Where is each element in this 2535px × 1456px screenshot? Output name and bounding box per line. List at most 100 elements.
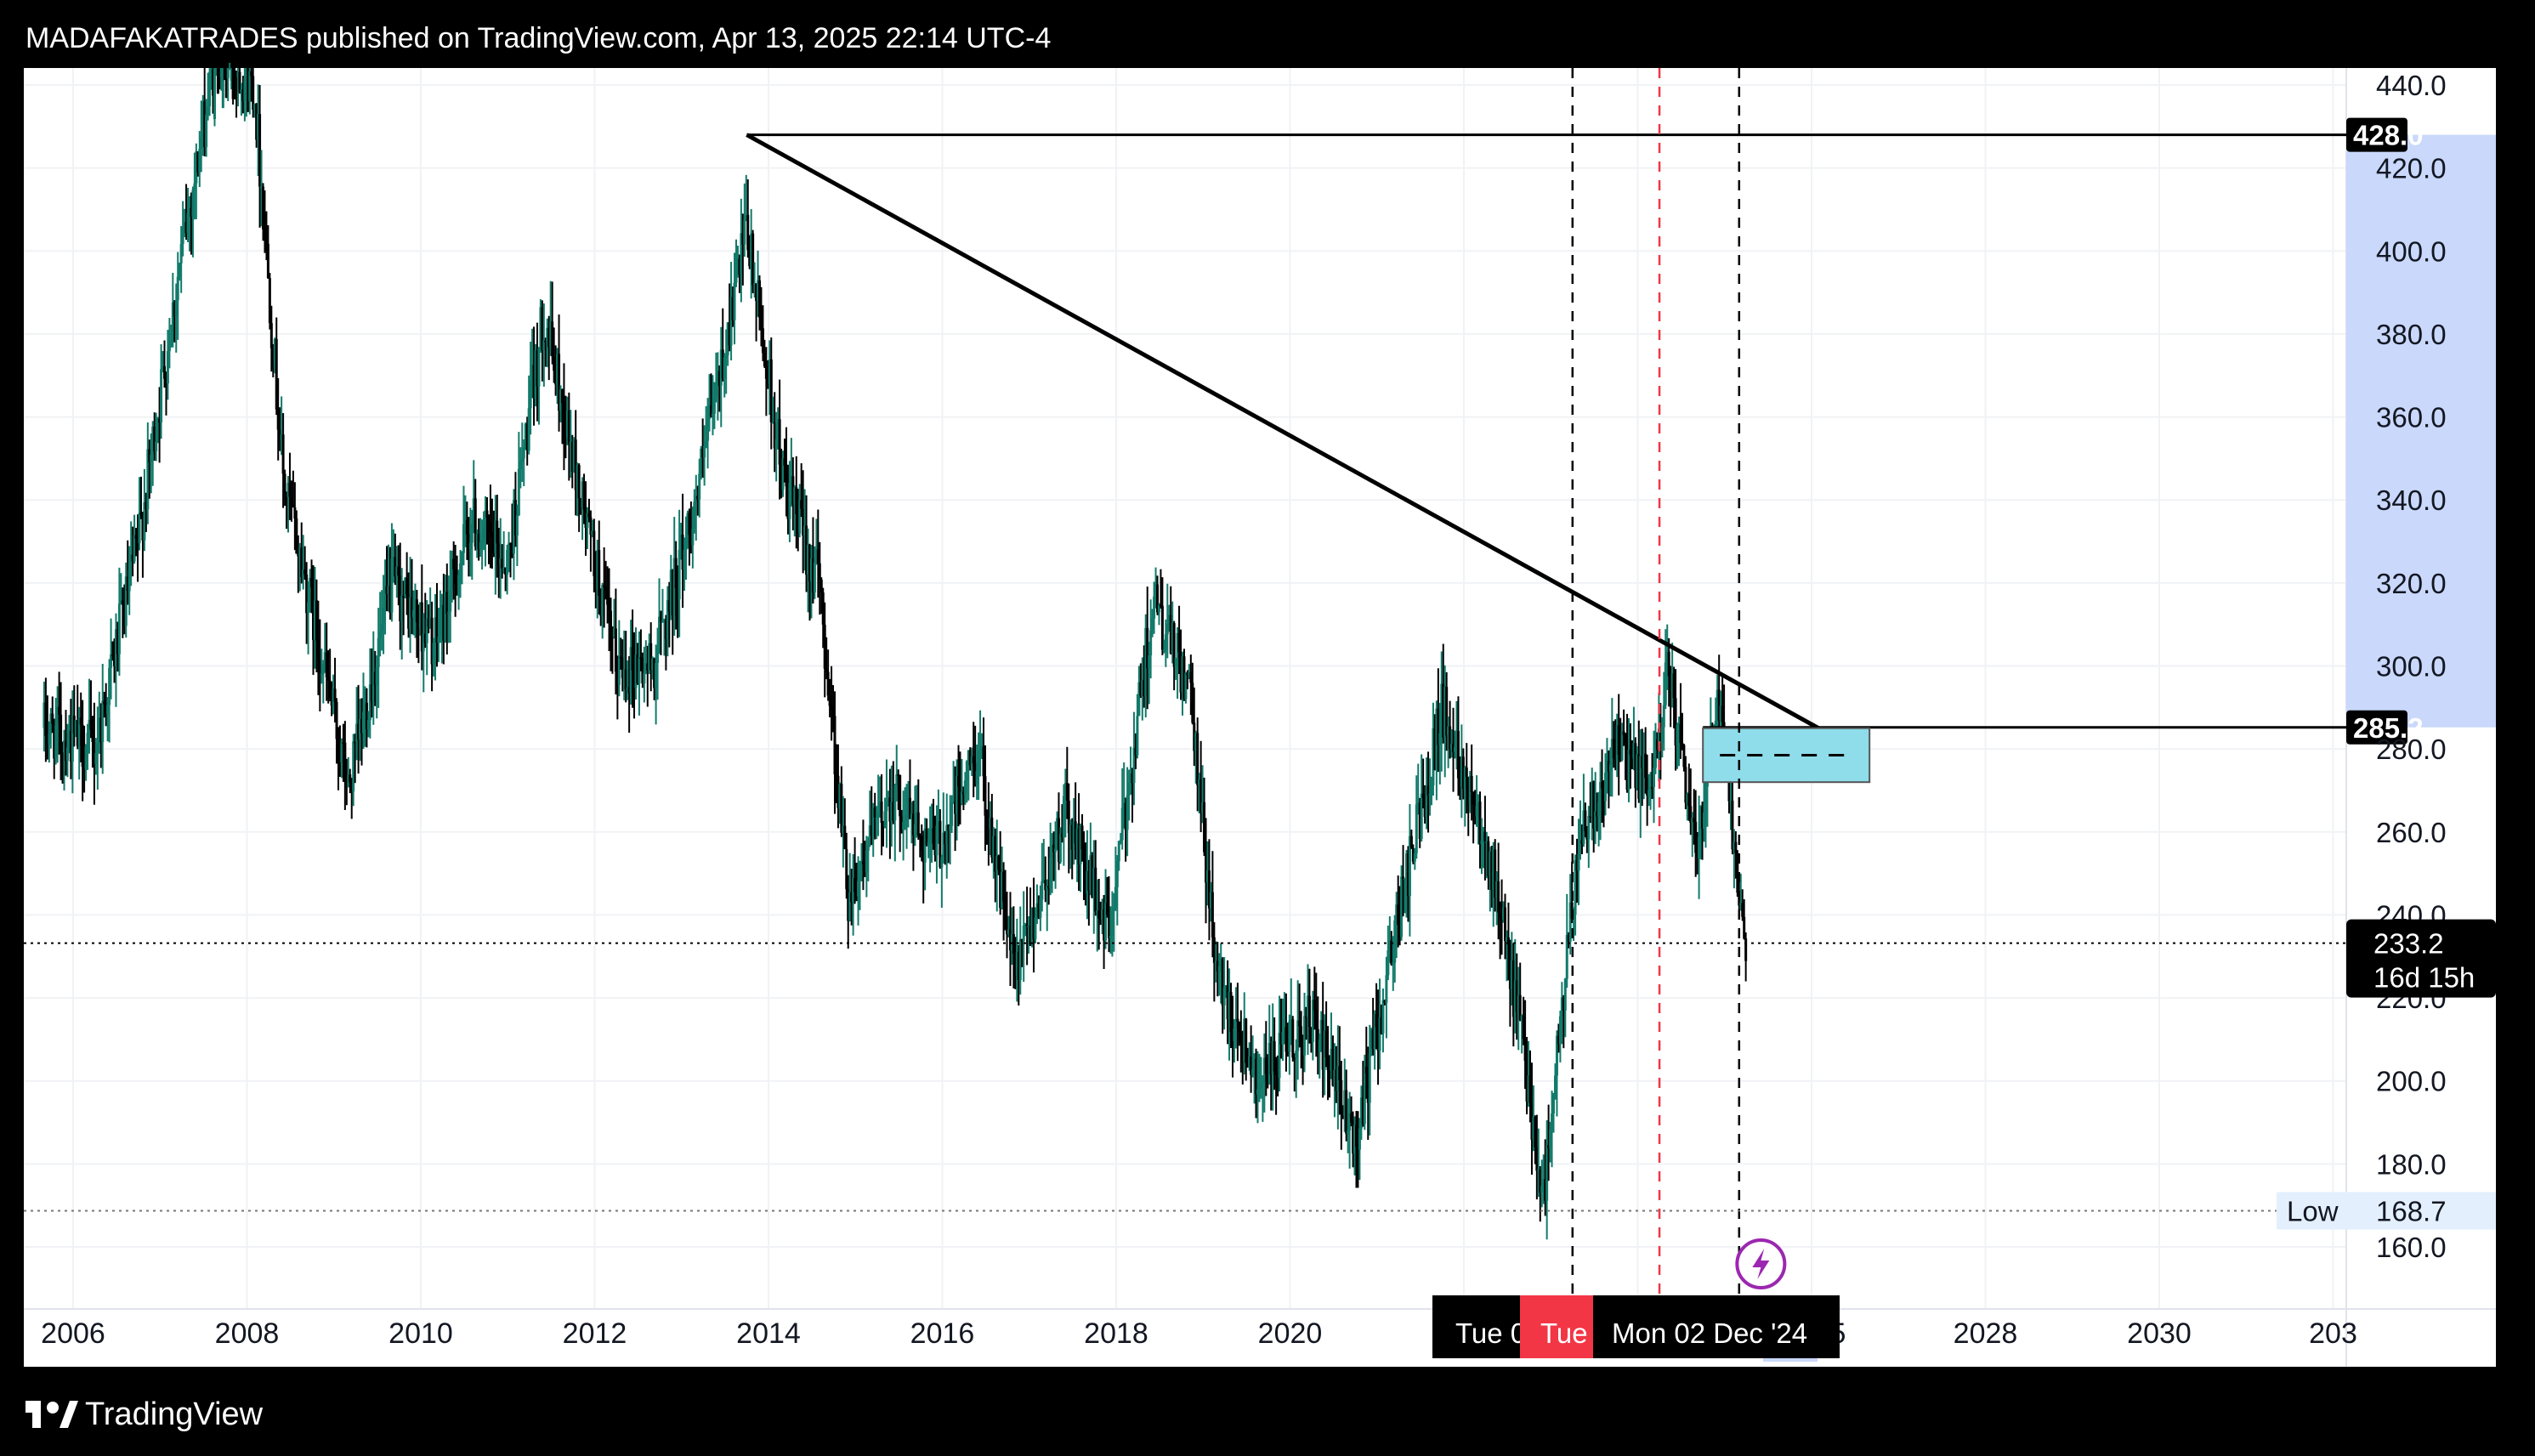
candle-down [1629,749,1632,755]
candle-down [1421,793,1425,798]
candle-down [196,151,200,173]
candle-down [1449,726,1452,750]
candle-down [1191,683,1194,723]
candle-up [975,771,978,785]
candle-up [98,717,101,744]
candle-down [649,643,653,670]
candle-up [634,654,638,688]
candle-up [1480,840,1483,845]
candle-down [1364,1067,1368,1074]
candle-up [1495,881,1499,898]
candle-up [719,349,723,386]
candle-down [689,535,693,546]
tradingview-logo-icon[interactable] [26,1401,78,1428]
candle-up [771,422,774,424]
candle-up [400,595,404,621]
candle-down [1672,673,1676,699]
candle-up [1450,743,1454,750]
candle-up [655,662,658,688]
candle-up [809,558,813,582]
candle-down [1667,651,1670,677]
candle-up [363,702,366,712]
candle-down [1515,980,1518,1013]
candle-up [106,705,110,714]
candle-down [58,706,61,715]
candle-up [1209,892,1212,909]
candle-up [1157,604,1160,613]
candle-up [1502,907,1506,921]
candle-down [1291,1019,1295,1058]
candle-down [501,558,504,569]
candle-up [857,881,860,897]
candle-up [1104,903,1108,941]
candle-up [236,71,240,77]
candle-down [911,813,915,836]
candle-down [1216,960,1219,972]
header-bar [0,0,2535,68]
candle-down [402,595,405,598]
candle-up [890,802,893,822]
candle-down [158,418,162,423]
candle-up [586,513,589,529]
candle-down [513,500,517,536]
tradingview-brand[interactable]: TradingView [85,1397,264,1432]
candle-down [746,214,750,251]
candle-down [405,577,409,595]
candle-up [1030,907,1034,945]
candle-up [390,558,394,613]
candle-down [1276,1075,1279,1079]
candle-down [283,473,286,495]
candle-up [124,576,128,626]
candle-down [721,349,724,379]
candle-down [701,448,705,458]
candle-down [370,684,373,702]
candle-up [1075,828,1079,844]
candle-down [797,513,800,534]
candle-down [61,745,65,753]
candle-down [1494,849,1497,898]
candle-up [1109,935,1112,938]
candle-up [895,774,899,786]
candle-down [1580,840,1584,844]
candle-down [688,513,691,535]
candle-down [1134,747,1137,756]
candle-down [328,680,332,699]
candle-down [1518,994,1522,1021]
candle-down [365,702,368,730]
candle-down [1717,689,1721,722]
candle-down [653,658,656,688]
candle-up [114,629,117,666]
candle-down [1522,1015,1525,1040]
candle-down [786,486,790,519]
candle-down [1511,960,1515,1017]
candle-down [1383,1000,1387,1003]
candle-up [1670,673,1674,693]
candle-down [343,742,347,782]
candle-down [1679,723,1682,744]
candle-up [1001,871,1004,909]
candle-down [76,720,79,746]
candle-down [162,365,166,379]
candle-down [1094,867,1097,912]
candle-up [181,226,184,245]
candle-up [1117,841,1120,862]
candle-up [56,706,60,725]
candle-down [636,654,639,683]
candle-up [866,845,870,851]
candle-down [1139,682,1143,696]
candle-up [1122,802,1126,808]
candle-up [662,620,666,622]
candle-down [614,628,617,672]
candle-up [361,711,365,734]
candle-up [1051,844,1054,858]
candle-up [468,542,472,550]
candle-up [724,354,728,358]
candle-up [162,365,165,370]
candle-down [231,68,235,99]
candle-down [598,550,601,597]
candle-down [1070,824,1074,850]
x-tick-label: 2018 [1084,1317,1148,1350]
x-tick-label: 203 [2309,1317,2357,1350]
candle-up [1295,1051,1298,1058]
candle-up [1440,683,1443,734]
